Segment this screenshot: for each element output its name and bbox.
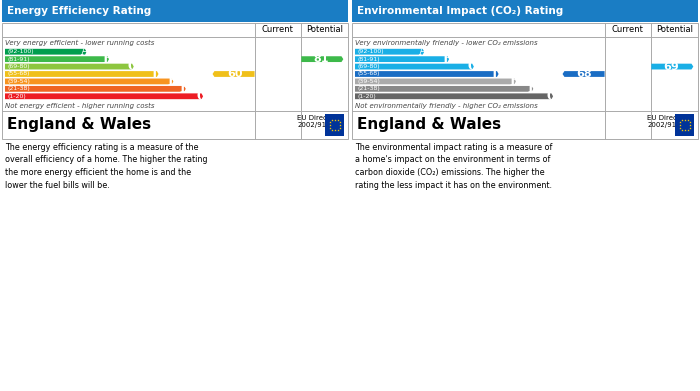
- Polygon shape: [355, 86, 533, 92]
- Polygon shape: [651, 64, 693, 70]
- Text: The environmental impact rating is a measure of
a home's impact on the environme: The environmental impact rating is a mea…: [355, 143, 552, 190]
- Polygon shape: [355, 49, 424, 55]
- Text: The energy efficiency rating is a measure of the
overall efficiency of a home. T: The energy efficiency rating is a measur…: [5, 143, 207, 190]
- Text: A: A: [418, 45, 427, 58]
- Text: Potential: Potential: [656, 25, 693, 34]
- Text: EU Directive
2002/91/EC: EU Directive 2002/91/EC: [648, 115, 690, 129]
- Text: (21-38): (21-38): [8, 86, 31, 91]
- Text: (1-20): (1-20): [8, 94, 27, 99]
- Polygon shape: [5, 71, 158, 77]
- Bar: [2, 0, 348, 22]
- Polygon shape: [5, 93, 203, 99]
- Text: EU Directive
2002/91/EC: EU Directive 2002/91/EC: [298, 115, 340, 129]
- Bar: [2, 23, 348, 139]
- Text: (69-80): (69-80): [358, 64, 381, 69]
- Text: D: D: [491, 68, 502, 81]
- Text: Very energy efficient - lower running costs: Very energy efficient - lower running co…: [5, 39, 155, 46]
- Text: 68: 68: [577, 69, 592, 79]
- Text: (92-100): (92-100): [8, 49, 34, 54]
- Text: (55-68): (55-68): [358, 72, 381, 77]
- Text: A: A: [80, 45, 90, 58]
- Polygon shape: [5, 86, 186, 92]
- Polygon shape: [5, 64, 134, 70]
- Text: (21-38): (21-38): [358, 86, 381, 91]
- Polygon shape: [5, 79, 174, 84]
- Text: (1-20): (1-20): [358, 94, 377, 99]
- Text: England & Wales: England & Wales: [7, 118, 151, 133]
- Text: G: G: [196, 90, 206, 103]
- Text: C: C: [468, 60, 477, 73]
- Text: (81-91): (81-91): [8, 57, 31, 62]
- Text: Not energy efficient - higher running costs: Not energy efficient - higher running co…: [5, 102, 155, 109]
- Text: G: G: [546, 90, 556, 103]
- Polygon shape: [5, 49, 87, 55]
- Bar: [676, 114, 694, 136]
- Text: (92-100): (92-100): [358, 49, 384, 54]
- Bar: [326, 114, 344, 136]
- Polygon shape: [355, 64, 474, 70]
- Text: F: F: [527, 83, 536, 95]
- Text: Very environmentally friendly - lower CO₂ emissions: Very environmentally friendly - lower CO…: [355, 39, 538, 46]
- Text: B: B: [442, 53, 452, 66]
- Text: Energy Efficiency Rating: Energy Efficiency Rating: [7, 6, 151, 16]
- Text: Environmental Impact (CO₂) Rating: Environmental Impact (CO₂) Rating: [357, 6, 564, 16]
- Bar: [352, 23, 698, 139]
- Polygon shape: [563, 71, 605, 77]
- Polygon shape: [5, 56, 109, 62]
- Polygon shape: [301, 56, 343, 62]
- Text: Potential: Potential: [306, 25, 343, 34]
- Text: B: B: [102, 53, 112, 66]
- Text: F: F: [180, 83, 188, 95]
- Text: England & Wales: England & Wales: [357, 118, 501, 133]
- Text: D: D: [152, 68, 162, 81]
- Text: (39-54): (39-54): [8, 79, 31, 84]
- Polygon shape: [213, 71, 255, 77]
- Text: Not environmentally friendly - higher CO₂ emissions: Not environmentally friendly - higher CO…: [355, 102, 538, 109]
- Text: E: E: [167, 75, 176, 88]
- Text: Current: Current: [612, 25, 644, 34]
- Text: (55-68): (55-68): [8, 72, 31, 77]
- Text: 60: 60: [227, 69, 242, 79]
- Text: (81-91): (81-91): [358, 57, 381, 62]
- Text: 69: 69: [664, 61, 679, 72]
- Polygon shape: [355, 71, 498, 77]
- Text: Current: Current: [262, 25, 294, 34]
- Text: E: E: [510, 75, 519, 88]
- Text: C: C: [127, 60, 136, 73]
- Text: (69-80): (69-80): [8, 64, 31, 69]
- Text: 81: 81: [314, 54, 329, 64]
- Polygon shape: [355, 56, 449, 62]
- Bar: [352, 0, 698, 22]
- Text: (39-54): (39-54): [358, 79, 381, 84]
- Polygon shape: [355, 79, 516, 84]
- Polygon shape: [355, 93, 553, 99]
